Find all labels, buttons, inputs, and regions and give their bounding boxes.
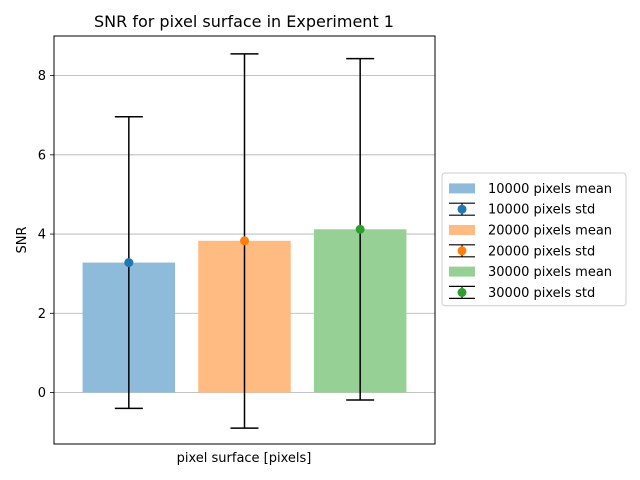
legend-label: 30000 pixels std [488,286,595,301]
legend-label: 10000 pixels mean [488,182,612,197]
y-tick-label: 6 [38,148,46,163]
error-bars [114,53,375,429]
legend-label: 10000 pixels std [488,203,595,218]
mean-point-20000 [240,236,249,246]
y-tick-label: 2 [38,307,46,322]
x-axis-label: pixel surface [pixels] [177,451,312,466]
plot-area-frame [53,35,436,445]
legend-swatch-mean [449,183,475,194]
legend-errorbar-point [457,246,467,256]
mean-point-10000 [124,258,134,268]
y-tick-label: 4 [38,228,46,243]
y-axis-ticks: 0 2 4 6 8 [38,69,54,401]
legend: 10000 pixels mean 10000 pixels std 20000 p… [441,172,627,307]
legend-errorbar-point [457,204,467,214]
legend-label: 20000 pixels std [488,244,595,259]
legend-swatch-mean [449,225,475,235]
y-tick-label: 0 [38,386,46,401]
y-axis-label: SNR [15,226,30,253]
legend-label: 30000 pixels mean [488,265,612,280]
legend-swatch-mean [449,266,475,277]
mean-point-30000 [355,224,365,234]
chart-title: SNR for pixel surface in Experiment 1 [94,12,394,31]
y-tick-label: 8 [38,69,46,84]
legend-box [441,172,627,307]
legend-errorbar-point [457,287,467,297]
legend-label: 20000 pixels mean [488,224,612,239]
